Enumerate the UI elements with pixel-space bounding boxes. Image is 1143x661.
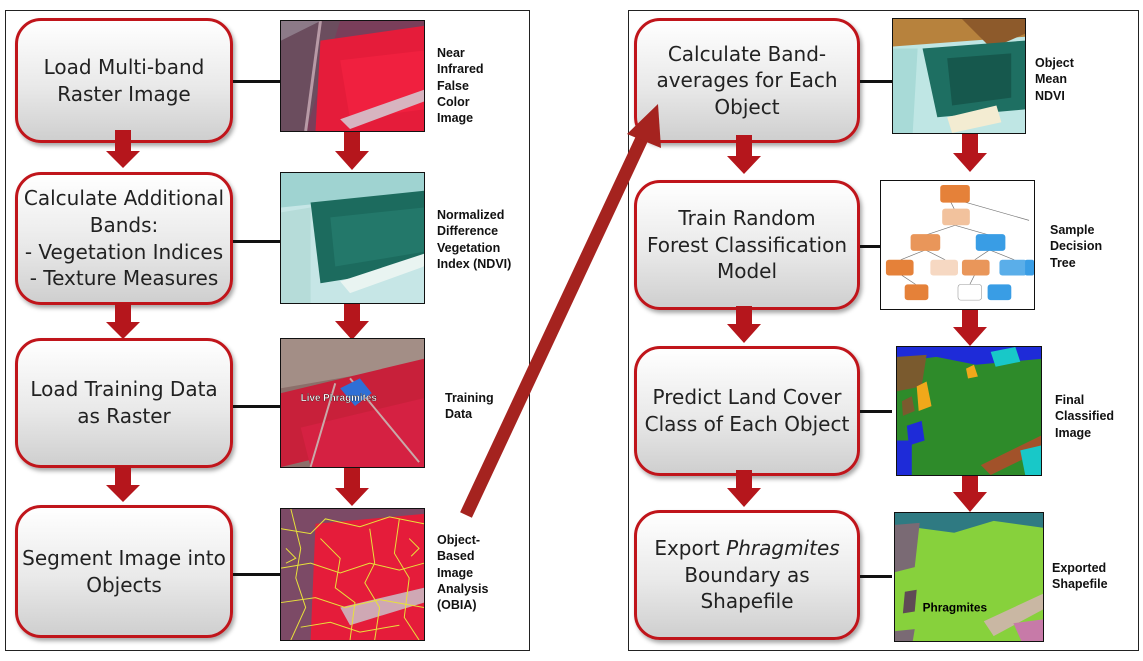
step-export-boundary: Export Phragmites Boundary as Shapefile bbox=[634, 510, 860, 640]
connector-line bbox=[233, 80, 280, 83]
step-segment-image-label: Segment Image into Objects bbox=[22, 545, 226, 597]
final-classified-caption: Final Classified Image bbox=[1055, 393, 1115, 440]
step-band-averages-label: Calculate Band- averages for Each Object bbox=[656, 41, 838, 119]
down-arrow-icon bbox=[106, 130, 140, 168]
decision-tree-image bbox=[880, 180, 1035, 310]
step-segment-image: Segment Image into Objects bbox=[15, 505, 233, 638]
step-export-boundary-label: Export Phragmites Boundary as Shapefile bbox=[654, 535, 839, 615]
connector-line bbox=[860, 410, 892, 413]
down-arrow-icon bbox=[335, 132, 369, 170]
long-arrow-head-icon bbox=[627, 104, 661, 148]
down-arrow-icon bbox=[727, 135, 761, 174]
step-calculate-bands-label: Calculate Additional Bands: - Vegetation… bbox=[23, 186, 225, 291]
step-load-raster-label: Load Multi-band Raster Image bbox=[43, 54, 205, 106]
down-arrow-icon bbox=[953, 472, 987, 512]
phragmites-italic-label: Phragmites bbox=[726, 536, 840, 561]
training-data-image: Live Phragmites bbox=[280, 338, 425, 468]
down-arrow-icon bbox=[727, 470, 761, 507]
down-arrow-icon bbox=[335, 302, 369, 340]
step-predict-land-cover-label: Predict Land Cover Class of Each Object bbox=[644, 385, 850, 436]
exported-shapefile-image: Phragmites bbox=[894, 512, 1044, 642]
near-infrared-caption: Near Infrared False Color Image bbox=[437, 46, 484, 125]
final-classified-image bbox=[896, 346, 1042, 476]
connector-line bbox=[860, 80, 892, 83]
step-train-random-forest-label: Train Random Forest Classification Model bbox=[646, 206, 848, 284]
object-mean-ndvi-image bbox=[892, 18, 1026, 134]
exported-shapefile-caption: Exported Shapefile bbox=[1052, 561, 1108, 592]
step-load-training-data-label: Load Training Data as Raster bbox=[30, 377, 218, 428]
ndvi-image bbox=[280, 172, 425, 304]
down-arrow-icon bbox=[727, 306, 761, 343]
decision-tree-caption: Sample Decision Tree bbox=[1050, 223, 1103, 270]
near-infrared-image bbox=[280, 20, 425, 132]
down-arrow-icon bbox=[335, 468, 369, 506]
step-predict-land-cover: Predict Land Cover Class of Each Object bbox=[634, 346, 860, 476]
down-arrow-icon bbox=[953, 132, 987, 172]
down-arrow-icon bbox=[106, 466, 140, 502]
shapefile-overlay-label: Phragmites bbox=[923, 600, 988, 614]
connector-line bbox=[233, 573, 280, 576]
connector-line bbox=[233, 405, 280, 408]
training-data-caption: Training Data bbox=[445, 391, 494, 422]
step-load-training-data: Load Training Data as Raster bbox=[15, 338, 233, 468]
obia-image bbox=[280, 508, 425, 641]
connector-line bbox=[860, 575, 892, 578]
export-label-end: Boundary as Shapefile bbox=[684, 562, 810, 614]
connector-line bbox=[860, 245, 892, 248]
down-arrow-icon bbox=[106, 303, 140, 339]
step-band-averages: Calculate Band- averages for Each Object bbox=[634, 18, 860, 143]
ndvi-caption: Normalized Difference Vegetation Index (… bbox=[437, 208, 512, 271]
obia-caption: Object- Based Image Analysis (OBIA) bbox=[437, 533, 489, 612]
export-label-start: Export bbox=[654, 536, 727, 561]
long-diagonal-arrow bbox=[460, 129, 651, 518]
down-arrow-icon bbox=[953, 306, 987, 346]
training-overlay-label: Live Phragmites bbox=[301, 393, 378, 404]
step-train-random-forest: Train Random Forest Classification Model bbox=[634, 180, 860, 310]
connector-line bbox=[233, 240, 280, 243]
object-mean-ndvi-caption: Object Mean NDVI bbox=[1035, 56, 1074, 103]
